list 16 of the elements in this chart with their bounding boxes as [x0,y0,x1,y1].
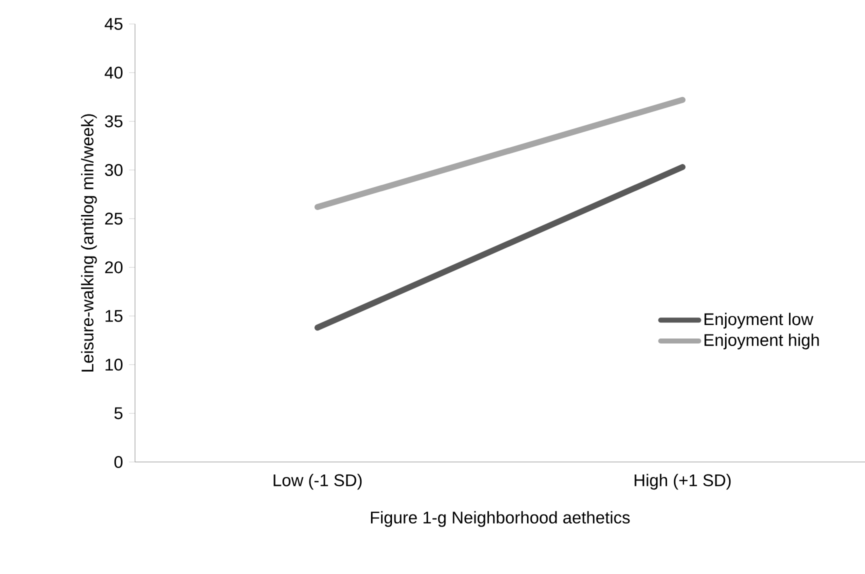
y-tick-label: 10 [106,358,123,371]
x-tick-label: Low (-1 SD) [274,474,362,490]
x-tick-label: High (+1 SD) [634,474,731,490]
y-tick-label: 0 [114,456,123,468]
y-tick-label: 5 [114,407,122,420]
x-axis-title: Figure 1-g Neighborhood aethetics [371,511,630,527]
y-tick-label: 15 [106,310,122,322]
y-tick-label: 45 [104,18,122,30]
y-tick-label: 40 [104,66,123,79]
y-axis-title: Leisure-walking (antilog min/week) [81,114,97,372]
y-tick-label: 30 [104,164,123,176]
y-tick-label: 20 [105,261,123,274]
legend-label: Enjoyment high [704,334,819,350]
y-tick-label: 25 [105,212,122,225]
y-tick-label: 35 [104,115,122,128]
legend-label: Enjoyment low [704,312,814,329]
